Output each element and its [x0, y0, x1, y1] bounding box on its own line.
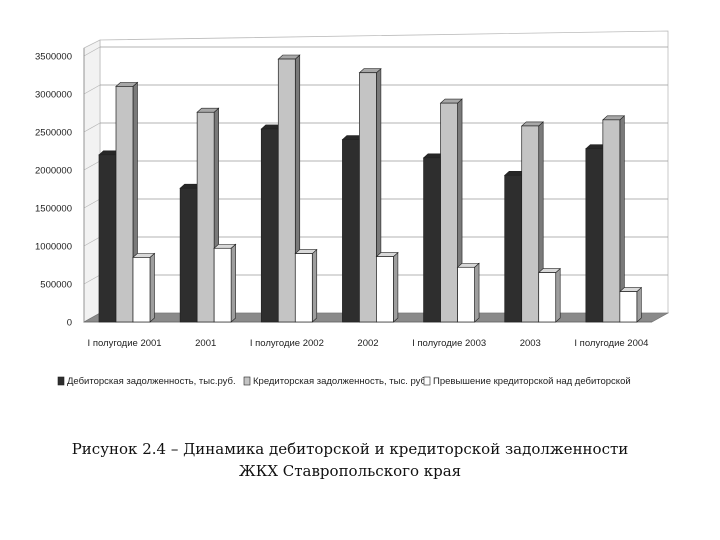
bar-front-face [521, 125, 540, 323]
bar [375, 251, 399, 323]
y-tick-label: 2000000 [35, 166, 72, 177]
x-axis: I полугодие 2001 2001 I полугодие 2002 2002… [88, 338, 649, 349]
bar [213, 243, 237, 323]
legend-swatch [243, 376, 251, 386]
legend-label: Дебиторская задолженность, тыс.руб. [67, 376, 236, 387]
bar-front-face [359, 72, 377, 323]
bar-front-face [213, 247, 232, 323]
caption-line-1: Рисунок 2.4 – Динамика дебиторской и кре… [71, 440, 629, 458]
legend: Дебиторская задолженность, тыс.руб. Креди… [57, 376, 631, 387]
bar [132, 252, 156, 323]
y-tick-label: 3000000 [35, 90, 72, 101]
bar-side-face [636, 286, 642, 323]
x-category-label: 2003 [520, 338, 541, 349]
bar [537, 267, 561, 323]
bar-front-face [342, 139, 360, 323]
y-tick-label: 1000000 [35, 242, 72, 253]
bar-front-face [115, 86, 134, 323]
caption-line-2: ЖКХ Ставропольского края [238, 462, 462, 480]
y-tick-label: 3500000 [35, 52, 72, 63]
bar-front-face [376, 256, 394, 323]
bar-front-face [602, 119, 621, 323]
bar-front-face [440, 102, 458, 323]
x-category-label: I полугодие 2002 [250, 338, 324, 349]
bar-front-face [538, 272, 557, 323]
gridline-side [83, 160, 101, 171]
figure-caption: Рисунок 2.4 – Динамика дебиторской и кре… [40, 438, 660, 482]
bar-front-face [457, 266, 475, 323]
bar-front-face [585, 148, 604, 323]
bar-side-face [311, 248, 318, 323]
legend-swatch [423, 376, 431, 386]
bar-side-face [393, 251, 399, 323]
y-axis: 0 500000 1000000 1500000 2000000 2500000 30000… [35, 48, 85, 329]
x-category-label: I полугодие 2003 [412, 338, 486, 349]
bar [196, 107, 220, 323]
bar [619, 286, 643, 323]
y-tick-label: 1500000 [35, 204, 72, 215]
bar-side-face [474, 262, 480, 323]
gridline-side [83, 198, 101, 209]
bar [602, 115, 626, 323]
bar-side-face [149, 252, 155, 323]
x-category-label: I полугодие 2001 [88, 338, 162, 349]
bar-front-face [196, 111, 215, 323]
y-tick-label: 2500000 [35, 128, 72, 139]
bar-side-face [230, 243, 236, 323]
bar-chart: 0 500000 1000000 1500000 2000000 2500000 30000… [35, 30, 670, 387]
bar-front-face [260, 128, 279, 323]
bar-front-face [98, 154, 117, 323]
gridline-side [83, 122, 101, 133]
y-tick-label: 500000 [40, 280, 72, 291]
bar-front-face [132, 257, 151, 323]
legend-label: Кредиторская задолженность, тыс. руб. [253, 376, 429, 387]
bar [456, 262, 480, 323]
bar-front-face [504, 174, 523, 323]
bar [294, 248, 318, 323]
bar-front-face [294, 253, 313, 323]
bar-front-face [277, 58, 296, 323]
bar-front-face [423, 157, 441, 323]
gridline-side [83, 84, 101, 95]
x-category-label: I полугодие 2004 [574, 338, 648, 349]
gridline-side [83, 46, 101, 57]
legend-swatch [57, 376, 65, 386]
bar-front-face [619, 291, 638, 323]
gridline-side [83, 236, 101, 247]
y-tick-label: 0 [67, 318, 72, 329]
x-category-label: 2001 [195, 338, 216, 349]
legend-label: Превышение кредиторской над дебиторской [433, 376, 631, 387]
gridline-side [83, 274, 101, 285]
bar-side-face [555, 267, 561, 323]
x-category-label: 2002 [357, 338, 378, 349]
bars [98, 54, 643, 323]
bar-front-face [179, 187, 198, 323]
